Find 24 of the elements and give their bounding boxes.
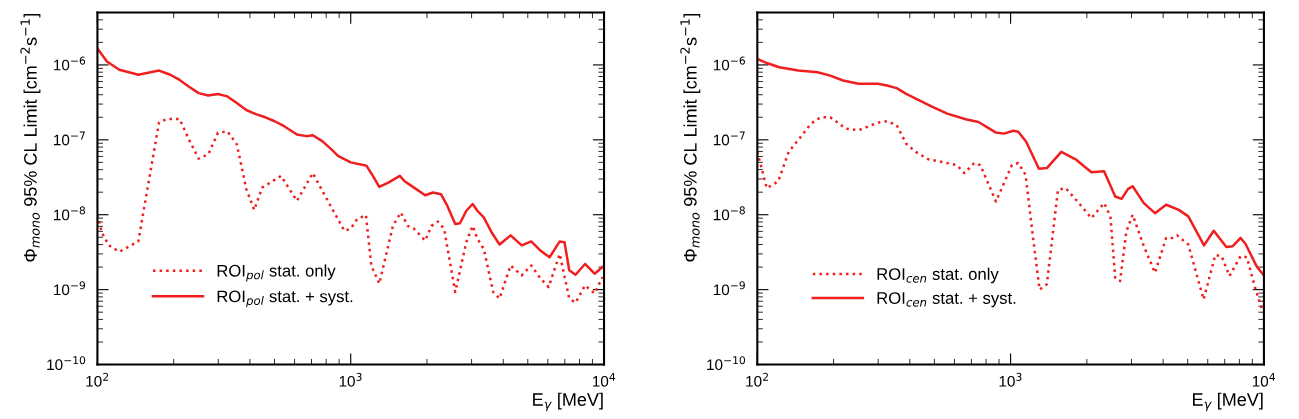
legend-label: ROI$_{pol}$ stat. + syst.: [217, 290, 353, 308]
y-tick-label: 10$^{−8}$: [54, 206, 86, 221]
y-tick-label: 10$^{−6}$: [713, 56, 745, 71]
y-tick-label: 10$^{−8}$: [713, 206, 745, 221]
y-tick-label: 10$^{−10}$: [707, 356, 746, 371]
y-tick-label: 10$^{−6}$: [54, 56, 86, 71]
y-tick-label: 10$^{−7}$: [54, 131, 85, 146]
x-tick-label: 10$^{4}$: [1252, 372, 1276, 387]
x-tick-label: 10$^{2}$: [86, 372, 109, 387]
x-axis-title: E$_{γ}$ [MeV]: [533, 392, 603, 412]
x-tick-label: 10$^{3}$: [999, 372, 1022, 387]
x-tick-label: 10$^{4}$: [592, 372, 616, 387]
legend-label: ROI$_{cen}$ stat. only: [877, 267, 999, 284]
legend-label: ROI$_{pol}$ stat. only: [217, 264, 336, 282]
x-tick-label: 10$^{2}$: [746, 372, 768, 387]
y-axis-title: Φ$_{mono}$ 95% CL Limit [cm$^{−2}$s$^{−1}$]: [680, 13, 701, 262]
x-axis-title: E$_{γ}$ [MeV]: [1193, 392, 1263, 412]
y-tick-label: 10$^{−9}$: [54, 281, 86, 296]
y-tick-label: 10$^{−7}$: [713, 131, 745, 146]
y-axis-title: Φ$_{mono}$ 95% CL Limit [cm$^{−2}$s$^{−1}$]: [20, 13, 41, 262]
y-tick-label: 10$^{−9}$: [713, 281, 745, 296]
x-tick-label: 10$^{3}$: [339, 372, 362, 387]
legend-label: ROI$_{cen}$ stat. + syst.: [877, 292, 1016, 308]
y-tick-label: 10$^{−10}$: [47, 356, 86, 371]
